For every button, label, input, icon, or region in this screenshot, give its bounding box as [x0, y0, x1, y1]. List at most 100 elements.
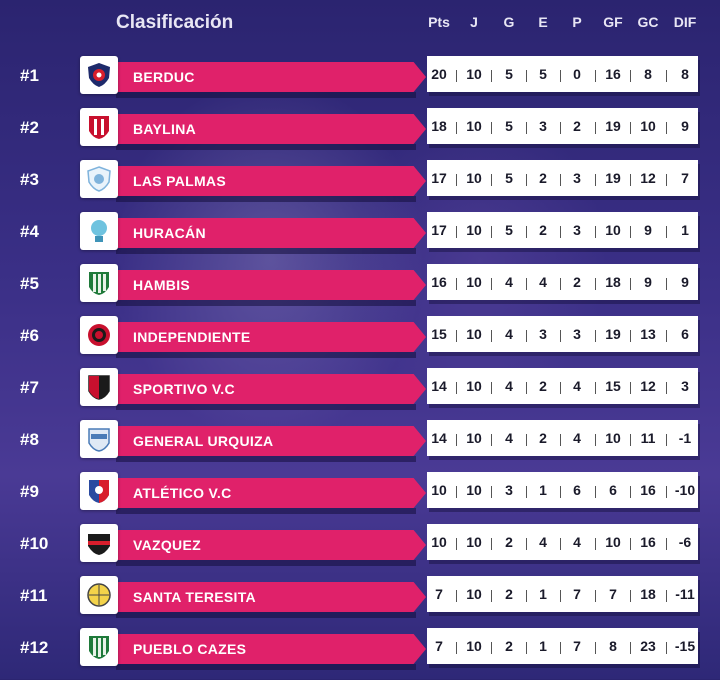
stat-separator [491, 70, 492, 82]
rank-label: #1 [20, 66, 39, 85]
stat-e: 2 [539, 378, 547, 394]
stat-separator [595, 486, 596, 498]
stat-gf: 10 [605, 222, 621, 238]
stat-dif: 7 [681, 170, 689, 186]
stat-dif: -6 [678, 534, 692, 550]
stat-e: 2 [539, 222, 547, 238]
table-row: #5 HAMBIS 16 10 4 4 2 18 9 9 [0, 264, 720, 316]
stat-g: 5 [505, 170, 513, 186]
team-name: LAS PALMAS [133, 173, 226, 189]
team-name: SANTA TERESITA [133, 589, 256, 605]
stat-separator [666, 174, 667, 186]
team-name-bar [116, 582, 426, 612]
stat-separator [491, 122, 492, 134]
stat-pts: 18 [431, 118, 447, 134]
stat-separator [595, 226, 596, 238]
team-name-bar [116, 426, 426, 456]
stat-j: 10 [466, 326, 482, 342]
team-name: VAZQUEZ [133, 537, 201, 553]
stats-box [427, 524, 698, 560]
column-header-j: J [470, 14, 478, 30]
stat-separator [630, 278, 631, 290]
stat-separator [666, 122, 667, 134]
stat-separator [526, 538, 527, 550]
table-row: #4 HURACÁN 17 10 5 2 3 10 9 1 [0, 212, 720, 264]
team-name: ATLÉTICO V.C [133, 485, 232, 501]
stat-separator [666, 486, 667, 498]
stat-separator [491, 434, 492, 446]
stat-separator [666, 434, 667, 446]
stats-box [427, 472, 698, 508]
team-name: INDEPENDIENTE [133, 329, 251, 345]
stat-dif: 3 [681, 378, 689, 394]
stat-e: 4 [539, 274, 547, 290]
stat-e: 4 [539, 534, 547, 550]
stat-separator [595, 122, 596, 134]
stat-separator [595, 642, 596, 654]
stat-dif: 9 [681, 274, 689, 290]
stat-separator [560, 122, 561, 134]
column-header-g: G [503, 14, 515, 30]
team-name: HURACÁN [133, 225, 206, 241]
stats-box [427, 160, 698, 196]
stat-pts: 17 [431, 170, 447, 186]
table-row: #8 GENERAL URQUIZA 14 10 4 2 4 10 11 -1 [0, 420, 720, 472]
stats-box [427, 420, 698, 456]
stat-separator [666, 330, 667, 342]
stat-separator [560, 590, 561, 602]
column-header-pts: Pts [428, 14, 450, 30]
shield-black-red-icon [80, 524, 118, 562]
rank-label: #7 [20, 378, 39, 397]
team-name-bar [116, 218, 426, 248]
rank-label: #6 [20, 326, 39, 345]
stat-g: 2 [505, 534, 513, 550]
stat-j: 10 [466, 66, 482, 82]
stat-p: 6 [573, 482, 581, 498]
name-bar-shadow [116, 144, 416, 150]
crest-red-circle-icon [80, 316, 118, 354]
stat-e: 3 [539, 118, 547, 134]
stat-gf: 10 [605, 534, 621, 550]
stat-p: 2 [573, 118, 581, 134]
table-row: #3 LAS PALMAS 17 10 5 2 3 19 12 7 [0, 160, 720, 212]
stat-separator [526, 642, 527, 654]
stat-gf: 16 [605, 66, 621, 82]
stat-pts: 16 [431, 274, 447, 290]
team-name-bar [116, 62, 426, 92]
stat-separator [560, 538, 561, 550]
table-row: #11 SANTA TERESITA 7 10 2 1 7 7 18 -11 [0, 576, 720, 628]
table-row: #7 SPORTIVO V.C 14 10 4 2 4 15 12 3 [0, 368, 720, 420]
stat-j: 10 [466, 378, 482, 394]
stat-gc: 10 [640, 118, 656, 134]
stat-separator [560, 434, 561, 446]
stat-separator [595, 590, 596, 602]
stat-j: 10 [466, 118, 482, 134]
stat-gf: 19 [605, 326, 621, 342]
stat-separator [560, 382, 561, 394]
stat-separator [526, 122, 527, 134]
stat-separator [560, 226, 561, 238]
team-name: SPORTIVO V.C [133, 381, 235, 397]
stat-p: 4 [573, 534, 581, 550]
name-bar-shadow [116, 508, 416, 514]
stat-gc: 9 [644, 274, 652, 290]
rank-label: #2 [20, 118, 39, 137]
stat-separator [456, 486, 457, 498]
stat-p: 7 [573, 638, 581, 654]
stat-separator [456, 70, 457, 82]
stat-e: 1 [539, 482, 547, 498]
stat-separator [456, 278, 457, 290]
stat-pts: 14 [431, 378, 447, 394]
stat-separator [560, 174, 561, 186]
stat-gf: 15 [605, 378, 621, 394]
stat-separator [526, 590, 527, 602]
stat-separator [595, 70, 596, 82]
name-bar-shadow [116, 352, 416, 358]
stat-pts: 7 [435, 586, 443, 602]
stat-j: 10 [466, 430, 482, 446]
column-header-e: E [538, 14, 548, 30]
stat-separator [526, 70, 527, 82]
stat-gc: 16 [640, 482, 656, 498]
stat-j: 10 [466, 586, 482, 602]
stat-j: 10 [466, 222, 482, 238]
